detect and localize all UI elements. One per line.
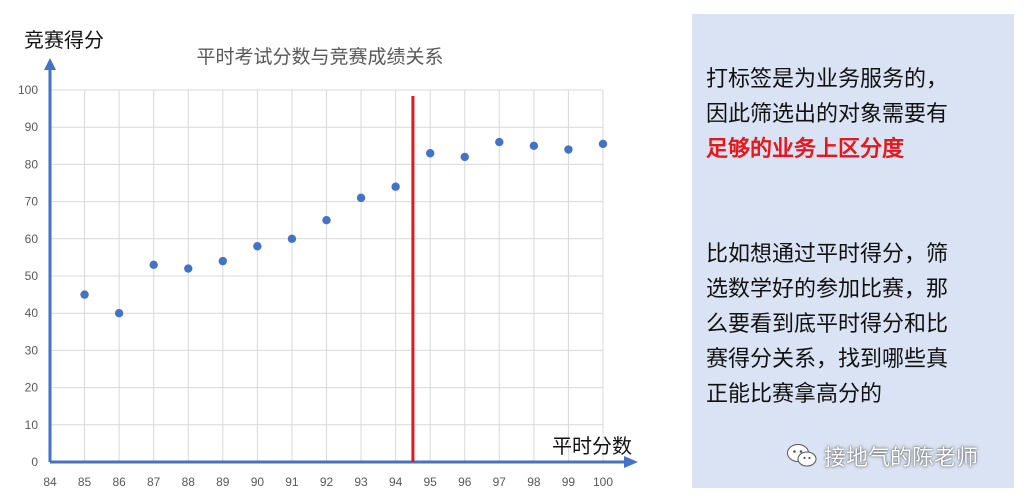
y-tick-label: 80: [25, 157, 39, 171]
y-tick-label: 50: [25, 269, 39, 283]
panel-line: 么要看到底平时得分和比: [706, 312, 949, 337]
y-tick-label: 30: [25, 343, 39, 357]
panel-line: 选数学好的参加比赛，那: [706, 277, 949, 302]
x-tick-label: 100: [593, 475, 613, 489]
watermark: 接地气的陈老师: [786, 440, 978, 472]
data-point: [356, 193, 366, 203]
y-tick-label: 0: [31, 455, 38, 469]
data-point: [598, 139, 608, 149]
x-tick-label: 87: [147, 475, 161, 489]
x-tick-label: 85: [78, 475, 92, 489]
x-tick-label: 90: [251, 475, 265, 489]
data-point: [391, 182, 400, 191]
explanation-panel: 打标签是为业务服务的， 因此筛选出的对象需要有 足够的业务上区分度 比如想通过平…: [692, 14, 1014, 488]
y-tick-label: 10: [25, 418, 39, 432]
data-point: [114, 309, 124, 318]
y-axis-arrow: [44, 58, 56, 70]
data-point: [460, 152, 469, 162]
data-point: [184, 264, 193, 273]
y-axis-title: 竞赛得分: [24, 28, 104, 52]
y-tick-label: 90: [25, 120, 39, 134]
watermark-text: 接地气的陈老师: [824, 446, 979, 471]
x-tick-label: 95: [424, 475, 438, 489]
data-point: [322, 216, 331, 225]
x-tick-label: 99: [562, 475, 576, 489]
data-point: [564, 145, 573, 154]
paragraph-gap: [706, 167, 1000, 237]
x-tick-label: 91: [285, 475, 299, 489]
x-axis-arrow: [624, 456, 638, 468]
y-tick-label: 100: [18, 83, 38, 97]
chart-svg: 0 10 20 30 40 50 60 70 80 90 100 84 85 86 87 88 89 90 91 92…: [18, 58, 638, 489]
data-point: [80, 290, 89, 299]
x-tick-label: 88: [182, 475, 196, 489]
panel-line: 赛得分关系，找到哪些真: [706, 347, 949, 372]
y-tick-label: 20: [25, 381, 39, 395]
x-tick-label: 94: [389, 475, 403, 489]
data-point: [287, 234, 297, 243]
data-point: [495, 137, 504, 147]
data-point: [218, 256, 228, 266]
x-tick-label: 97: [493, 475, 507, 489]
data-point: [253, 242, 262, 251]
x-tick-label: 86: [112, 475, 126, 489]
data-point: [529, 141, 539, 150]
x-axis-title: 平时分数: [552, 434, 632, 458]
data-point: [149, 260, 158, 270]
panel-line: 打标签是为业务服务的，: [706, 67, 949, 92]
panel-line: 比如想通过平时得分，筛: [706, 242, 949, 267]
panel-line: 因此筛选出的对象需要有: [706, 102, 949, 127]
x-tick-label: 98: [527, 475, 541, 489]
wechat-icon: [787, 444, 817, 467]
y-tick-label: 60: [25, 232, 39, 246]
x-tick-label: 96: [458, 475, 472, 489]
x-tick-label: 84: [43, 475, 57, 489]
x-tick-label: 92: [320, 475, 334, 489]
x-tick-label: 93: [354, 475, 368, 489]
data-point: [425, 149, 435, 158]
y-tick-label: 70: [25, 195, 39, 209]
y-tick-label: 40: [25, 306, 39, 320]
panel-highlight: 足够的业务上区分度: [706, 137, 905, 162]
scatter-chart: 0 10 20 30 40 50 60 70 80 90 100 84 85 86 87 88 89 90 91 92…: [18, 28, 638, 489]
panel-line: 正能比赛拿高分的: [706, 382, 883, 407]
x-tick-label: 89: [216, 475, 230, 489]
chart-title: 平时考试分数与竞赛成绩关系: [196, 46, 444, 68]
